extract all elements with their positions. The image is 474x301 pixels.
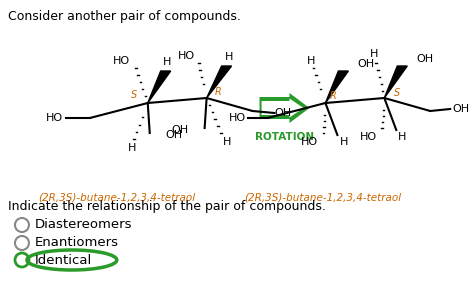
Text: HO: HO [360, 132, 377, 142]
Text: Indicate the relationship of the pair of compounds.: Indicate the relationship of the pair of… [8, 200, 326, 213]
Text: HO: HO [113, 56, 130, 66]
Text: ROTATION: ROTATION [255, 132, 314, 142]
Text: Identical: Identical [35, 253, 92, 266]
Text: S: S [131, 90, 137, 100]
Polygon shape [384, 66, 407, 98]
FancyArrow shape [260, 93, 310, 123]
Text: HO: HO [228, 113, 246, 123]
Polygon shape [326, 71, 348, 103]
Text: OH: OH [357, 59, 374, 69]
Polygon shape [148, 71, 171, 103]
Text: H: H [398, 132, 407, 142]
Text: R: R [329, 91, 336, 101]
Text: R: R [215, 87, 221, 97]
Text: OH: OH [452, 104, 469, 114]
Text: Diastereomers: Diastereomers [35, 219, 132, 231]
Text: H: H [370, 49, 379, 59]
Text: Consider another pair of compounds.: Consider another pair of compounds. [8, 10, 241, 23]
Text: Enantiomers: Enantiomers [35, 237, 119, 250]
Text: H: H [339, 137, 348, 147]
Text: S: S [394, 88, 401, 98]
Text: HO: HO [178, 51, 195, 61]
Text: HO: HO [46, 113, 63, 123]
Text: (2R,3S)-butane-1,2,3,4-tetraol: (2R,3S)-butane-1,2,3,4-tetraol [38, 192, 195, 202]
Text: OH: OH [274, 108, 292, 118]
Text: OH: OH [172, 125, 189, 135]
Text: H: H [224, 52, 233, 62]
Text: H: H [307, 56, 316, 66]
Text: (2R,3S)-butane-1,2,3,4-tetraol: (2R,3S)-butane-1,2,3,4-tetraol [245, 192, 401, 202]
Text: H: H [163, 57, 171, 67]
Text: HO: HO [301, 137, 318, 147]
Text: H: H [223, 137, 231, 147]
FancyArrow shape [262, 98, 303, 117]
Text: H: H [128, 143, 136, 153]
Text: OH: OH [166, 130, 183, 140]
Text: OH: OH [416, 54, 433, 64]
Polygon shape [207, 66, 232, 98]
